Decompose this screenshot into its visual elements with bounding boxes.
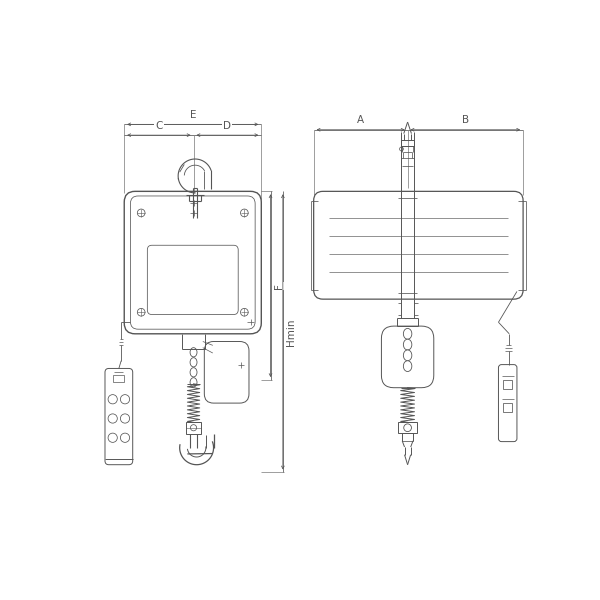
FancyBboxPatch shape (148, 245, 238, 314)
Circle shape (137, 209, 145, 217)
FancyBboxPatch shape (105, 368, 133, 464)
Text: B: B (462, 115, 469, 125)
Circle shape (241, 308, 248, 316)
Circle shape (121, 395, 130, 404)
Circle shape (108, 433, 118, 442)
Circle shape (241, 209, 248, 217)
FancyBboxPatch shape (499, 365, 517, 442)
Ellipse shape (190, 368, 197, 377)
FancyBboxPatch shape (382, 326, 434, 388)
Text: Hmin: Hmin (286, 318, 296, 346)
Ellipse shape (403, 350, 412, 361)
FancyBboxPatch shape (124, 191, 262, 334)
Circle shape (121, 414, 130, 423)
Circle shape (108, 395, 118, 404)
Text: F: F (274, 283, 284, 289)
Bar (503, 403, 512, 412)
FancyBboxPatch shape (130, 196, 255, 329)
Bar (186, 422, 201, 434)
Bar (398, 422, 417, 433)
Circle shape (137, 308, 145, 316)
FancyBboxPatch shape (314, 191, 523, 299)
Bar (503, 380, 512, 389)
Ellipse shape (190, 358, 197, 367)
Text: D: D (223, 121, 232, 131)
Bar (113, 374, 124, 382)
Circle shape (108, 414, 118, 423)
Ellipse shape (403, 339, 412, 350)
Ellipse shape (403, 361, 412, 371)
Text: C: C (155, 121, 163, 131)
Circle shape (121, 433, 130, 442)
Ellipse shape (403, 328, 412, 339)
Ellipse shape (190, 377, 197, 387)
Circle shape (400, 147, 403, 151)
FancyBboxPatch shape (205, 341, 249, 403)
Text: A: A (357, 115, 364, 125)
Circle shape (190, 425, 197, 431)
Ellipse shape (190, 347, 197, 357)
Circle shape (404, 424, 412, 431)
Text: E: E (190, 110, 196, 120)
